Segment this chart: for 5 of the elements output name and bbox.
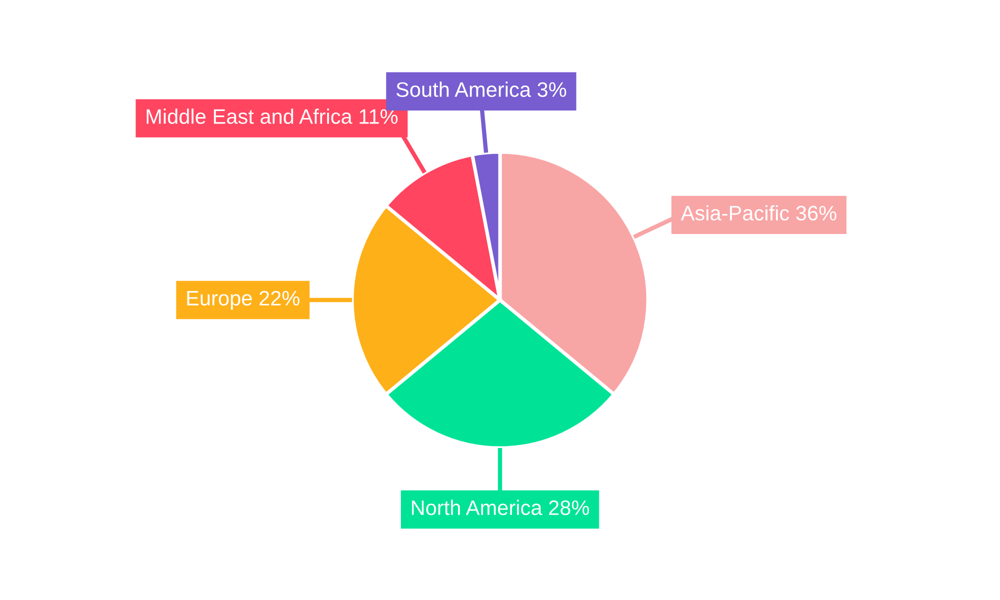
slice-label: South America 3% xyxy=(396,82,566,97)
slice-label: Middle East and Africa 11% xyxy=(146,108,398,124)
slice-label: Asia-Pacific 36% xyxy=(680,205,836,221)
slice-label: Europe 22% xyxy=(187,290,300,310)
slice-label: North America 28% xyxy=(412,500,589,516)
